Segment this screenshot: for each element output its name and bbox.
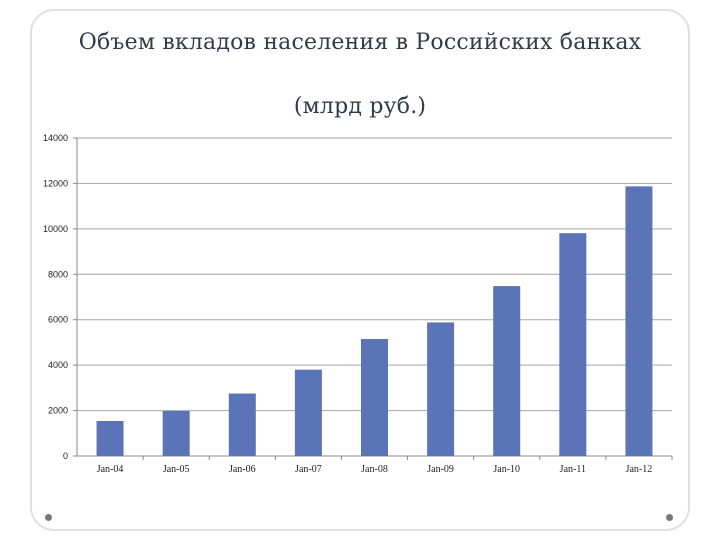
slide-dot-left	[45, 514, 52, 521]
chart-title: Объем вкладов населения в Российских бан…	[78, 30, 642, 55]
bar	[162, 411, 190, 456]
x-tick-label: Jan-06	[229, 464, 256, 475]
y-tick-label: 12000	[43, 178, 68, 188]
bar	[228, 393, 256, 456]
y-tick-label: 6000	[48, 315, 68, 325]
slide-dot-right	[666, 514, 673, 521]
bar	[493, 286, 521, 456]
x-tick-label: Jan-07	[295, 464, 322, 475]
y-tick-label: 8000	[48, 269, 68, 279]
bar	[625, 186, 653, 457]
bar	[361, 339, 388, 456]
y-tick-label: 0	[63, 451, 68, 461]
x-tick-label: Jan-04	[97, 464, 124, 475]
x-tick-label: Jan-10	[493, 464, 520, 475]
bar	[96, 421, 124, 456]
y-tick-label: 2000	[48, 406, 68, 416]
x-tick-label: Jan-05	[163, 464, 190, 475]
bar	[559, 233, 587, 456]
y-tick-label: 4000	[48, 360, 68, 370]
x-tick-label: Jan-11	[560, 464, 586, 475]
bar	[294, 369, 322, 456]
x-tick-label: Jan-12	[626, 464, 653, 475]
bar	[427, 322, 455, 456]
y-tick-label: 14000	[43, 133, 68, 143]
x-tick-label: Jan-09	[427, 464, 454, 475]
x-tick-label: Jan-08	[361, 464, 388, 475]
y-tick-label: 10000	[43, 224, 68, 234]
chart-subtitle: (млрд руб.)	[293, 94, 427, 119]
